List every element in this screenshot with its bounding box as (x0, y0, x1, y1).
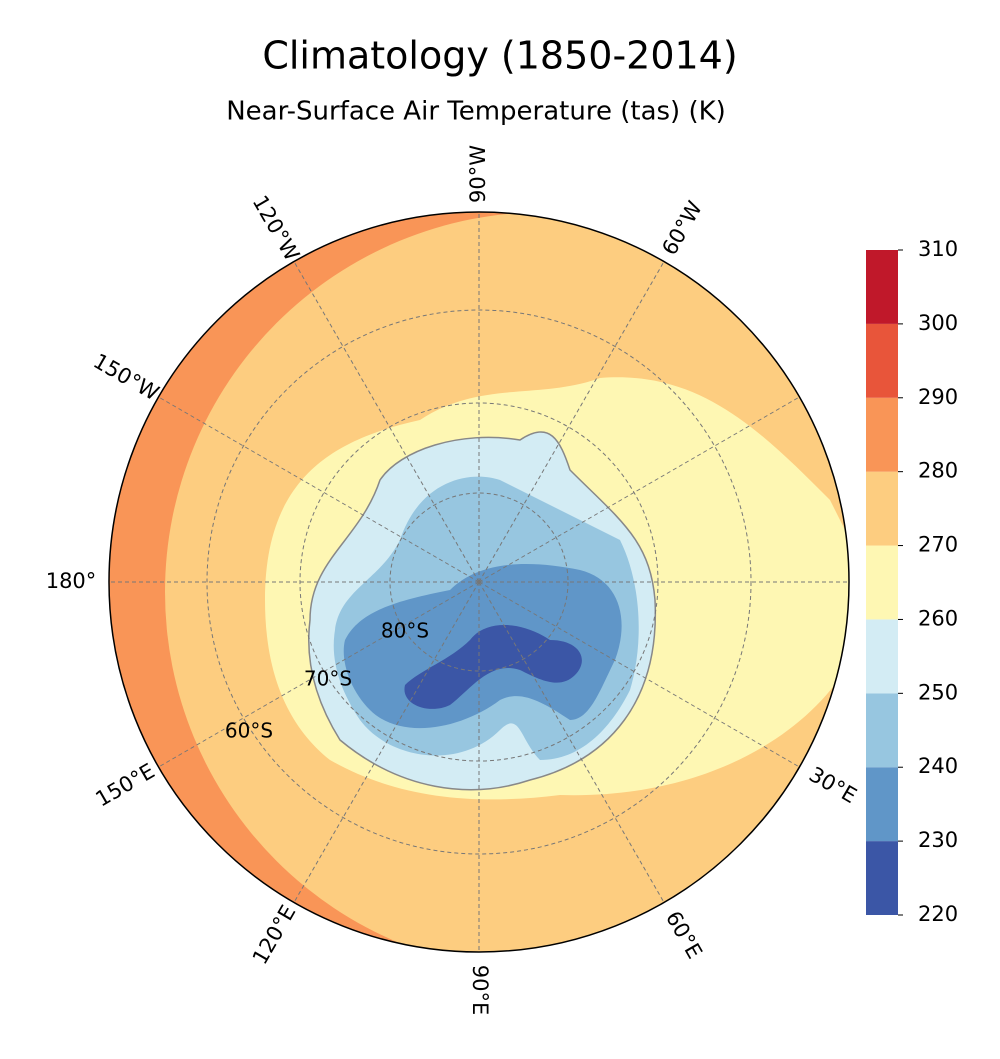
latitude-label: 80°S (381, 619, 429, 643)
colorbar-tick-label: 300 (918, 311, 958, 335)
parallel (389, 492, 569, 672)
colorbar-segment (866, 767, 898, 842)
longitude-label: 150°E (92, 759, 159, 812)
longitude-label: 180° (46, 569, 97, 593)
latitude-label: 70°S (304, 667, 352, 691)
longitude-label: 60°E (661, 907, 707, 963)
longitude-label: 120°E (248, 901, 301, 968)
colorbar-segment (866, 250, 898, 324)
graticule (109, 212, 849, 952)
colorbar-segment (866, 841, 898, 915)
colorbar-segment (866, 323, 898, 398)
longitude-label: 120°W (248, 191, 305, 265)
longitude-label: 90°W (466, 145, 490, 203)
colorbar-segment (866, 397, 898, 472)
colorbar-tick-label: 290 (918, 385, 958, 409)
colorbar-segment (866, 545, 898, 620)
meridian (478, 581, 665, 903)
meridian (293, 261, 480, 583)
colorbar-tick-label: 260 (918, 606, 958, 630)
contours (109, 212, 849, 952)
latitude-label: 60°S (225, 719, 273, 743)
meridian (478, 581, 800, 768)
colorbar-segment (866, 471, 898, 546)
meridian (478, 396, 800, 583)
parallel (206, 309, 752, 855)
meridian (158, 581, 480, 768)
meridian (478, 261, 665, 583)
colorbar-segment (866, 693, 898, 768)
subtitle: Near-Surface Air Temperature (tas) (K) (226, 97, 726, 127)
longitude-label: 30°E (805, 762, 861, 808)
longitude-label: 90°E (468, 965, 492, 1016)
colorbar-tick-label: 230 (918, 828, 958, 852)
colorbar-tick-label: 220 (918, 902, 958, 926)
colorbar-segment (866, 619, 898, 694)
contour-220-230 (404, 625, 582, 709)
longitude-label: 60°W (657, 197, 707, 259)
colorbar: 220 230 240 250 260 270 280 290 300 310 (866, 237, 958, 926)
meridian (293, 581, 480, 903)
meridian (158, 396, 480, 583)
colorbar-tick-label: 280 (918, 459, 958, 483)
colorbar-tick-label: 270 (918, 533, 958, 557)
map-boundary (108, 211, 850, 953)
colorbar-tick-label: 240 (918, 754, 958, 778)
title: Climatology (1850-2014) (262, 34, 737, 78)
colorbar-tick-label: 250 (918, 680, 958, 704)
longitude-label: 150°W (89, 349, 163, 406)
colorbar-tick-label: 310 (918, 237, 958, 261)
